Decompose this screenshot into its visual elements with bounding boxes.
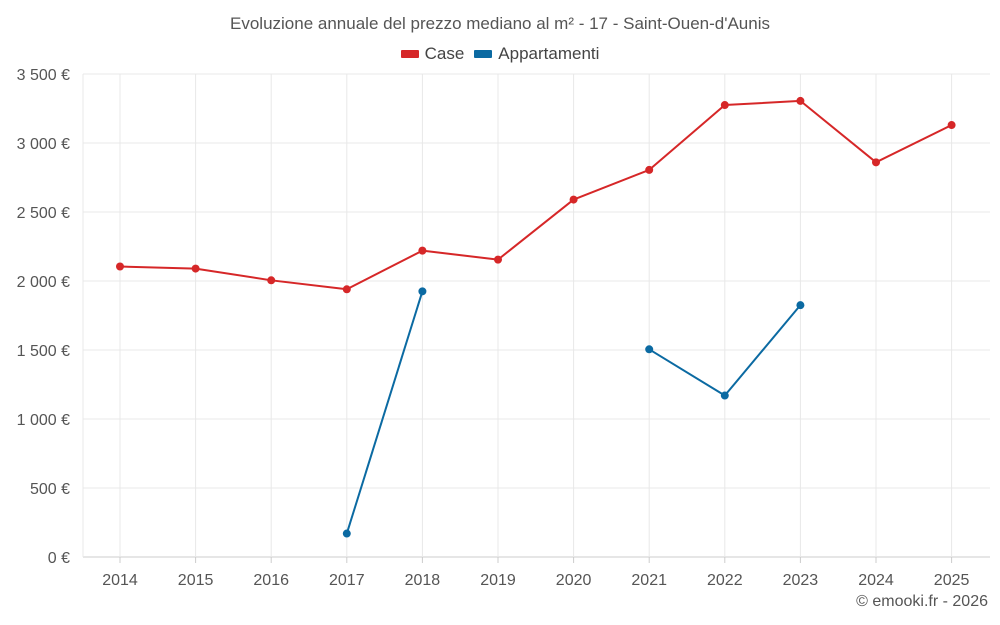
y-tick-label: 3 500 €	[17, 67, 70, 84]
y-tick-label: 3 000 €	[17, 136, 70, 153]
data-point-case	[116, 262, 124, 271]
x-tick-label: 2019	[480, 572, 516, 589]
legend-item-case[interactable]: Case	[400, 44, 465, 64]
data-point-appartamenti	[796, 301, 805, 310]
x-tick-label: 2015	[178, 572, 214, 589]
x-tick-label: 2017	[329, 572, 365, 589]
x-tick-label: 2025	[934, 572, 970, 589]
data-point-case	[872, 158, 880, 167]
grid-layer	[82, 73, 990, 558]
series-line-appartamenti	[345, 291, 424, 534]
data-point-case	[267, 276, 276, 285]
legend-swatch-case	[400, 50, 419, 58]
x-tick-label: 2022	[707, 572, 743, 589]
data-point-case	[645, 165, 654, 174]
data-point-appartamenti	[720, 391, 729, 400]
y-tick-label: 1 000 €	[17, 412, 70, 429]
x-tick-label: 2024	[858, 572, 894, 589]
y-tick-label: 0 €	[48, 550, 70, 567]
data-point-case	[947, 121, 956, 130]
y-tick-label: 2 500 €	[17, 205, 70, 222]
data-point-appartamenti	[645, 345, 654, 354]
legend-swatch-appartamenti	[474, 50, 493, 58]
data-point-case	[342, 285, 351, 294]
legend-item-appartamenti[interactable]: Appartamenti	[474, 44, 599, 64]
data-point-case	[494, 255, 502, 264]
copyright-credit: © emooki.fr - 2026	[856, 593, 988, 610]
y-tick-label: 1 500 €	[17, 343, 70, 360]
chart-legend: Case Appartamenti	[0, 44, 1000, 64]
legend-label-case: Case	[424, 44, 465, 63]
x-tick-label: 2020	[556, 572, 592, 589]
y-tick-label: 2 000 €	[17, 274, 70, 291]
legend-label-appartamenti: Appartamenti	[498, 44, 600, 63]
x-tick-label: 2016	[253, 572, 289, 589]
x-tick-label: 2018	[405, 572, 441, 589]
data-point-case	[720, 101, 729, 110]
data-point-case	[191, 264, 200, 273]
data-point-appartamenti	[418, 287, 427, 296]
y-tick-label: 500 €	[30, 481, 70, 498]
x-tick-label: 2014	[102, 572, 138, 589]
x-tick-label: 2023	[783, 572, 819, 589]
axis-layer: 0 € 500 € 1 000 € 1 500 € 2 000 € 2 500 € 3 00…	[17, 67, 970, 589]
data-point-appartamenti	[342, 529, 351, 538]
x-tick-label: 2021	[631, 572, 667, 589]
series-line-case	[119, 99, 953, 291]
data-point-case	[418, 246, 427, 255]
data-point-case	[796, 96, 805, 105]
chart-title: Evoluzione annuale del prezzo mediano al…	[230, 14, 770, 33]
series-layer	[116, 96, 956, 538]
data-point-case	[569, 195, 578, 204]
